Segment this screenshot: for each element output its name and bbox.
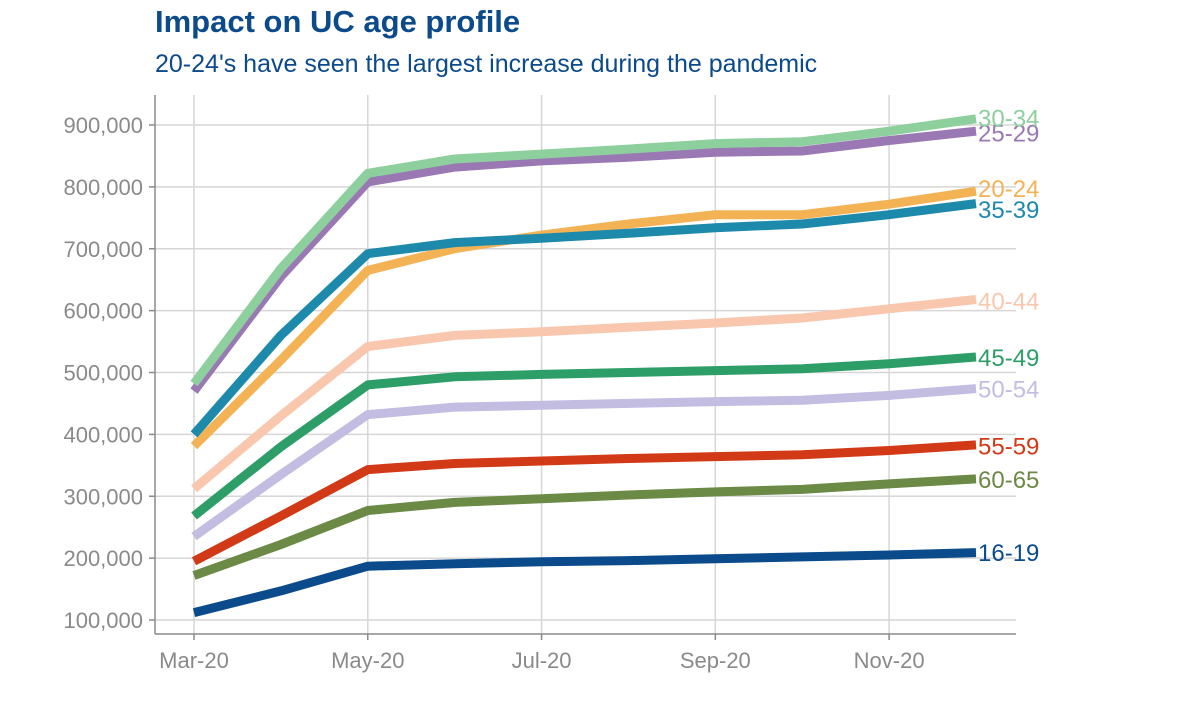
chart-title: Impact on UC age profile	[155, 4, 521, 39]
x-tick-label: May-20	[331, 648, 404, 673]
y-tick-label: 800,000	[63, 175, 143, 200]
series-line-30-34	[190, 114, 977, 387]
series-label-16-19: 16-19	[978, 540, 1039, 567]
y-tick-label: 200,000	[63, 546, 143, 571]
series-line-60-65	[192, 474, 977, 580]
chart-subtitle: 20-24's have seen the largest increase d…	[155, 50, 818, 78]
x-tick-label: Mar-20	[159, 648, 229, 673]
series-line-35-39	[190, 199, 977, 438]
series-label-35-39: 35-39	[978, 197, 1039, 224]
x-tick-label: Nov-20	[854, 648, 925, 673]
series-label-30-34: 30-34	[978, 106, 1039, 133]
series-line-16-19	[192, 548, 977, 617]
series-label-45-49: 45-49	[978, 345, 1039, 372]
x-tick-label: Sep-20	[680, 648, 751, 673]
series-line-45-49	[191, 352, 977, 520]
y-tick-label: 400,000	[63, 422, 143, 447]
y-tick-label: 100,000	[63, 608, 143, 633]
series-label-50-54: 50-54	[978, 377, 1039, 404]
series-label-20-24: 20-24	[978, 176, 1039, 203]
y-tick-label: 500,000	[63, 361, 143, 386]
series-label-40-44: 40-44	[978, 289, 1039, 316]
series-line-40-44	[191, 295, 977, 493]
series-line-25-29	[190, 126, 977, 394]
y-tick-label: 300,000	[63, 484, 143, 509]
gridlines	[155, 95, 1016, 634]
y-tick-label: 900,000	[63, 113, 143, 138]
series-line-55-59	[191, 440, 977, 566]
x-tick-label: Jul-20	[512, 648, 572, 673]
series-label-60-65: 60-65	[978, 467, 1039, 494]
y-tick-label: 700,000	[63, 237, 143, 262]
series-label-25-29: 25-29	[978, 120, 1039, 147]
y-tick-label: 600,000	[63, 299, 143, 324]
series-line-20-24	[190, 186, 977, 450]
series-line-50-54	[191, 384, 977, 541]
series-label-55-59: 55-59	[978, 434, 1039, 461]
